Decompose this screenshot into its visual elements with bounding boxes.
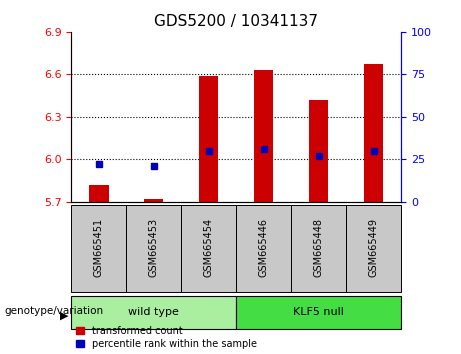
Bar	[89, 185, 108, 202]
Text: wild type: wild type	[129, 307, 179, 318]
Bar	[199, 76, 219, 202]
Title: GDS5200 / 10341137: GDS5200 / 10341137	[154, 14, 318, 29]
Text: GSM665446: GSM665446	[259, 218, 269, 277]
Bar	[144, 199, 164, 202]
Text: GSM665449: GSM665449	[369, 218, 378, 277]
Text: GSM665454: GSM665454	[204, 218, 214, 278]
Legend: transformed count, percentile rank within the sample: transformed count, percentile rank withi…	[77, 326, 257, 349]
Text: GSM665453: GSM665453	[149, 218, 159, 278]
Text: ▶: ▶	[60, 310, 69, 320]
Text: genotype/variation: genotype/variation	[5, 306, 104, 316]
Text: KLF5 null: KLF5 null	[293, 307, 344, 318]
Text: GSM665448: GSM665448	[313, 218, 324, 277]
Bar	[309, 100, 328, 202]
Text: GSM665451: GSM665451	[94, 218, 104, 278]
Bar	[364, 64, 383, 202]
Bar	[254, 70, 273, 202]
